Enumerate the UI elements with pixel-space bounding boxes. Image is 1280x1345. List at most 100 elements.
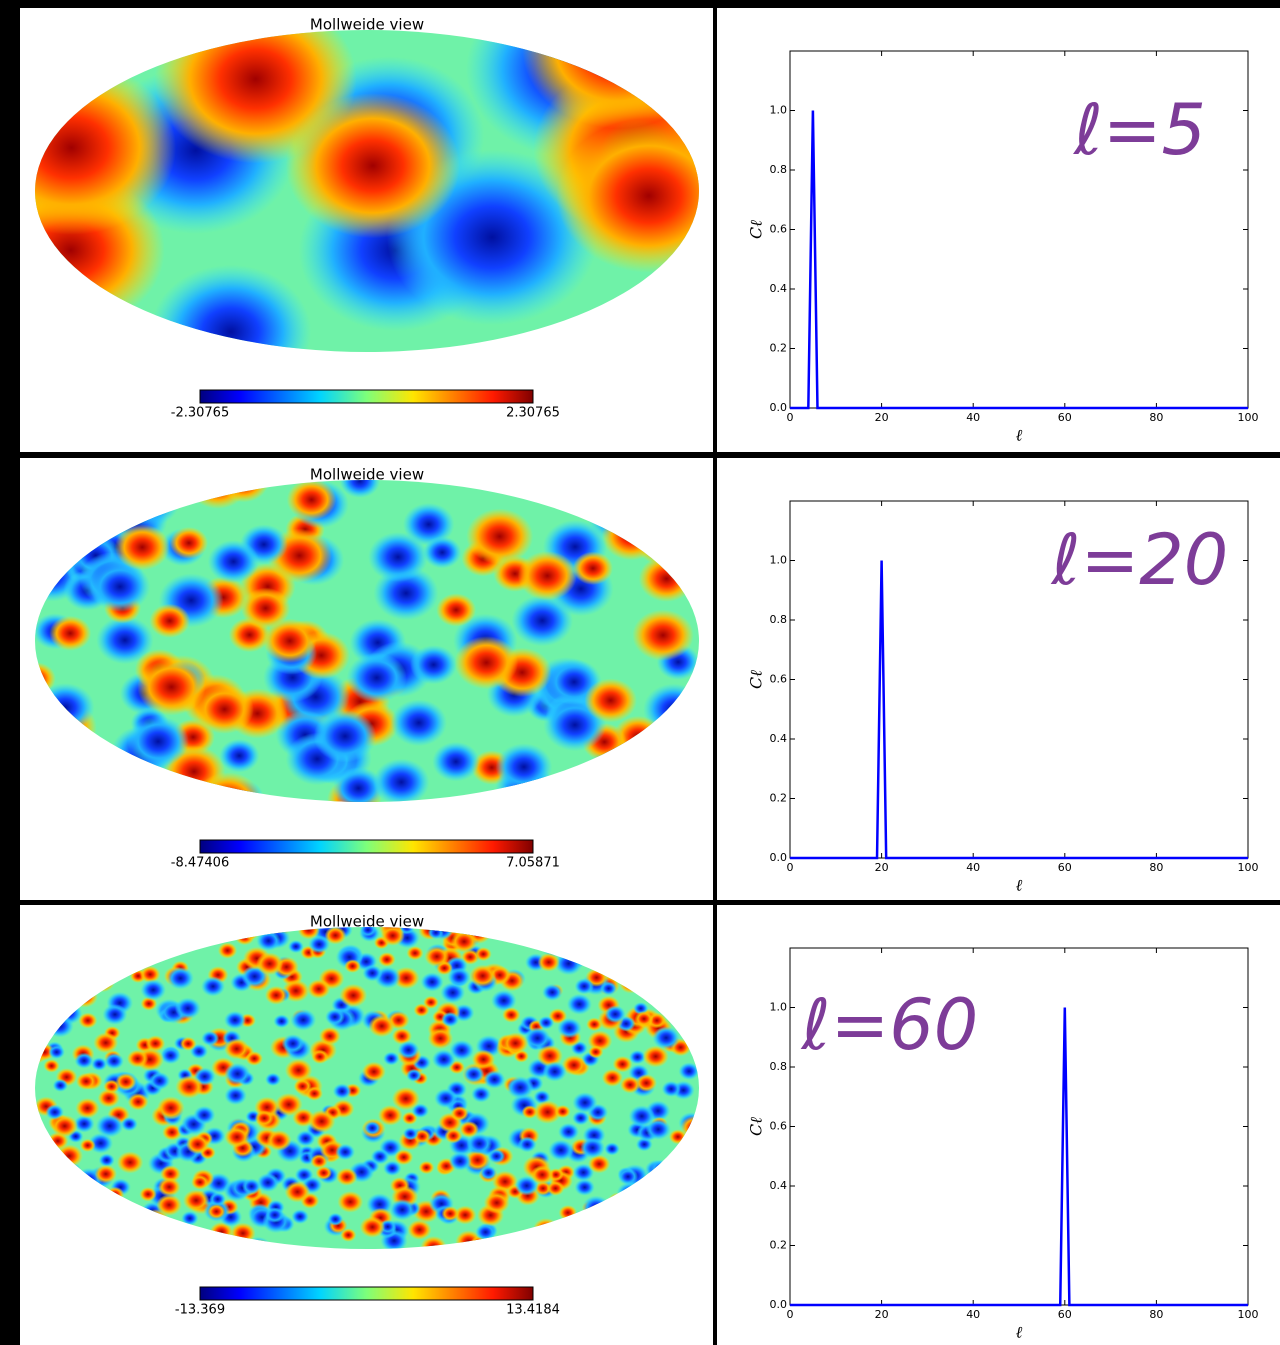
map-blob [368, 532, 428, 582]
map-blob [49, 615, 92, 651]
map-blob [378, 1105, 403, 1126]
map-blob [286, 480, 337, 521]
map-blob [195, 684, 254, 734]
map-blob [207, 1203, 226, 1220]
map-blob [256, 952, 284, 976]
y-axis-label: Cℓ [747, 1117, 766, 1136]
map-blob [265, 1072, 282, 1087]
annotation: ℓ=20 [1051, 519, 1229, 601]
x-tick-label: 20 [875, 861, 889, 874]
y-tick-label: 0.2 [770, 342, 788, 355]
map-blob [378, 952, 396, 967]
map-blob [634, 1010, 654, 1027]
map-blob [169, 526, 209, 559]
map-blob [588, 1154, 611, 1174]
map-blob [127, 715, 189, 768]
x-tick-label: 60 [1058, 1308, 1072, 1321]
x-axis-label: ℓ [1016, 426, 1023, 445]
map-blob [339, 983, 368, 1008]
y-tick-label: 0.6 [770, 223, 788, 236]
map-blob [588, 1045, 604, 1059]
map-blob [450, 930, 478, 953]
map-blob [502, 1032, 529, 1054]
map-blob [495, 743, 553, 791]
map-blob [536, 1045, 563, 1067]
x-tick-label: 40 [966, 1308, 980, 1321]
map-blob [635, 1074, 657, 1092]
map-blob [79, 1138, 96, 1152]
map-blob [346, 652, 407, 703]
map-blob [175, 1075, 204, 1099]
map-blob [327, 1212, 344, 1226]
map-blob [389, 1199, 416, 1221]
map-blob [307, 979, 331, 999]
map-blob [394, 1149, 414, 1166]
map-blob [139, 965, 161, 983]
map-blob [362, 964, 383, 982]
map-blob [103, 1079, 120, 1094]
map-blob [98, 1153, 115, 1167]
map-blob [139, 1187, 157, 1202]
map-blob [43, 1059, 60, 1073]
map-blob [224, 1086, 247, 1106]
map-blob [191, 1174, 209, 1190]
map-title: Mollweide view [310, 913, 424, 931]
map-blob [313, 710, 377, 763]
map-blob [678, 1062, 699, 1081]
map-blob [104, 1052, 125, 1070]
map-blob [383, 1051, 400, 1066]
map-blob [335, 1143, 356, 1161]
map-blob [339, 480, 381, 498]
map-blob [94, 1164, 117, 1184]
map-blob [466, 1133, 493, 1155]
map-blob [149, 603, 191, 638]
map-blob [217, 942, 238, 959]
map-blob [440, 982, 466, 1004]
map-blob [157, 1096, 185, 1120]
map-blob [652, 1026, 680, 1050]
map-blob [407, 1219, 432, 1240]
map-blob [632, 609, 694, 661]
map-blob [410, 645, 458, 685]
y-tick-label: 1.0 [770, 104, 788, 117]
x-axis-label: ℓ [1016, 876, 1023, 895]
map-blob [284, 1181, 311, 1203]
map-blob [166, 966, 194, 990]
map-blob [380, 927, 405, 946]
map-blob [548, 1139, 574, 1161]
map-blob [263, 618, 317, 664]
map-blob [431, 1049, 456, 1070]
map-blob [308, 1109, 336, 1133]
y-tick-label: 0.0 [770, 1298, 788, 1311]
x-tick-label: 20 [875, 1308, 889, 1321]
map-blob [572, 1110, 590, 1126]
y-axis-label: Cℓ [747, 670, 766, 689]
map-blob [502, 1007, 521, 1023]
map-blob [619, 1076, 641, 1094]
x-tick-label: 0 [787, 861, 794, 874]
map-blob [297, 927, 320, 940]
map-blob [471, 1049, 496, 1070]
map-blob [411, 1103, 430, 1118]
map-blob [361, 1061, 386, 1082]
panel-background [717, 905, 1280, 1345]
map-blob [454, 636, 519, 690]
y-tick-label: 0.2 [770, 792, 788, 805]
colorbar-min-label: -13.369 [175, 1303, 225, 1318]
annotation: ℓ=60 [801, 984, 979, 1066]
map-blob [474, 947, 492, 962]
map-blob [193, 1105, 216, 1125]
map-blob [256, 930, 281, 951]
map-blob [137, 658, 206, 716]
y-tick-label: 0.0 [770, 401, 788, 414]
map-blob [209, 1192, 226, 1207]
map-blob [447, 967, 471, 987]
map-blob [432, 741, 480, 782]
x-tick-label: 80 [1149, 861, 1163, 874]
map-blob [96, 616, 154, 665]
map-blob [293, 1078, 312, 1094]
map-blob [120, 1116, 138, 1132]
y-tick-label: 1.0 [770, 554, 788, 567]
map-blob [449, 1039, 475, 1061]
